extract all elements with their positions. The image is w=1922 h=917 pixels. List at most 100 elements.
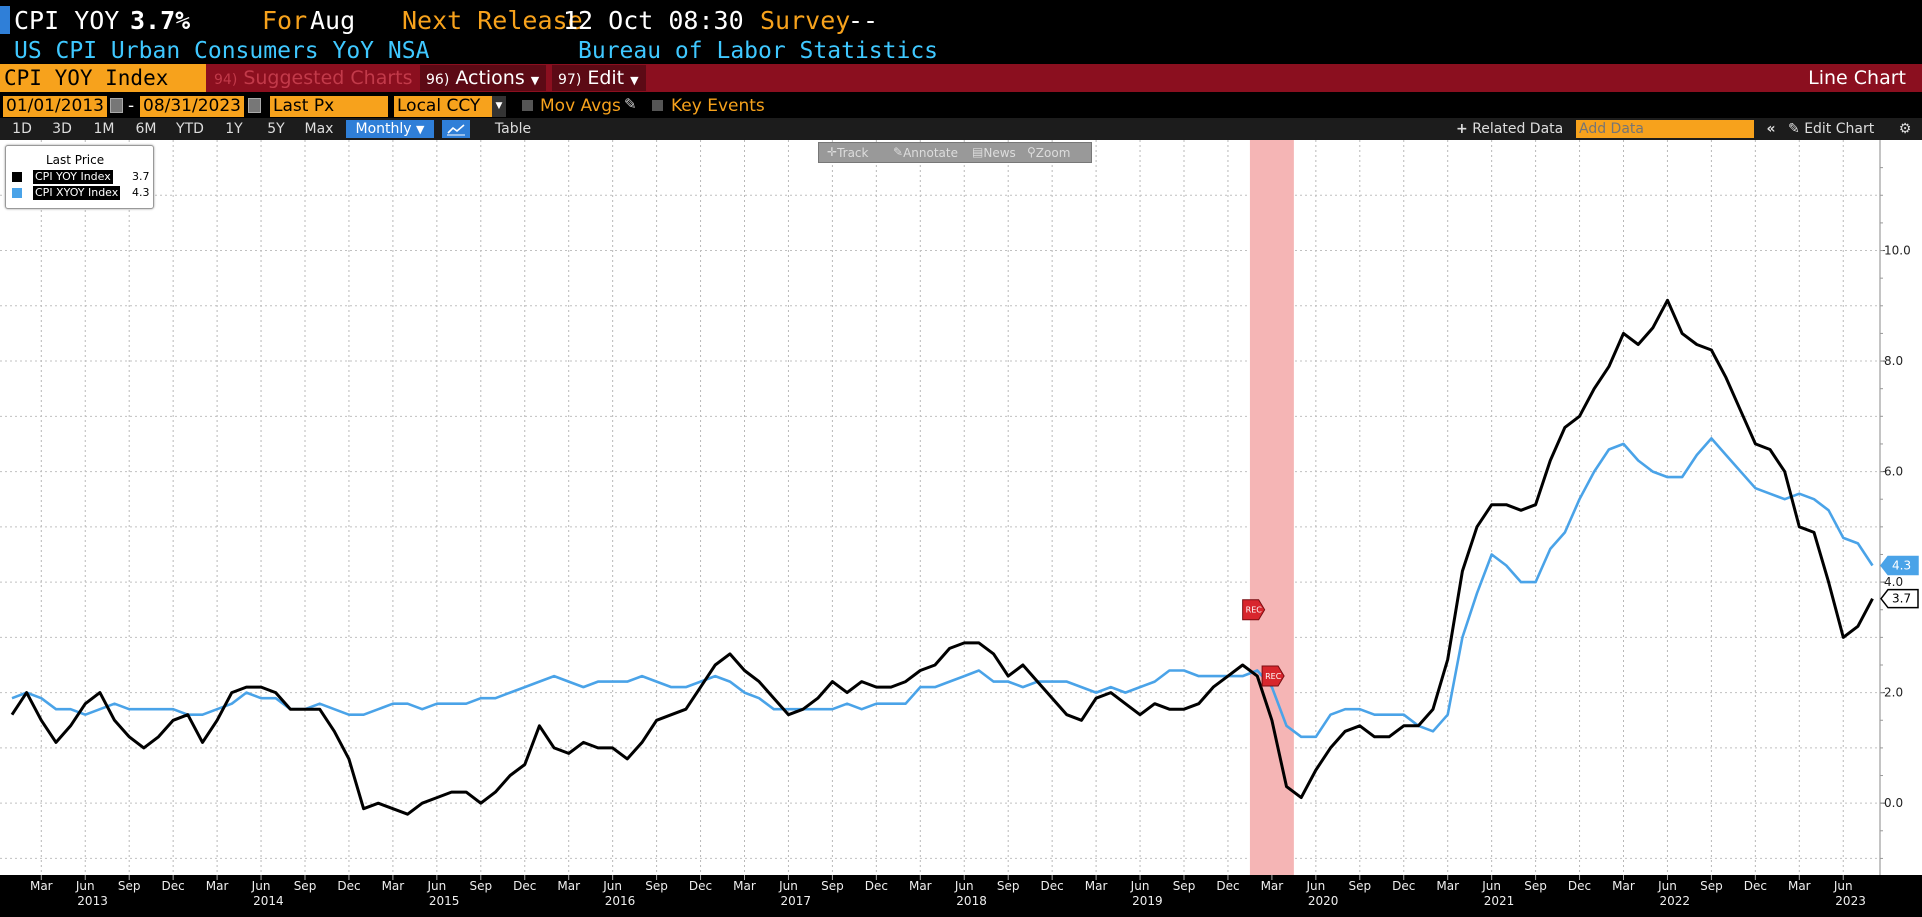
annotate-button[interactable]: ✎ Annotate	[893, 145, 958, 160]
chevron-down-icon: ▼	[530, 74, 540, 87]
table-button[interactable]: Table	[494, 121, 532, 137]
x-year-label: 2023	[1835, 894, 1866, 908]
related-data-button[interactable]: + Related Data	[1456, 120, 1568, 138]
legend-item-cpi-yoy[interactable]: CPI YOY Index 3.7	[12, 170, 152, 184]
x-tick-label: Dec	[162, 879, 185, 893]
suggested-num: 94)	[214, 72, 238, 88]
mov-avgs-label: Mov Avgs	[540, 96, 621, 116]
x-tick-label: Jun	[602, 879, 622, 893]
current-value: 3.7%	[130, 6, 191, 35]
currency-select[interactable]: Local CCY ▼	[394, 96, 506, 117]
x-tick-label: Dec	[865, 879, 888, 893]
frequency-select[interactable]: Monthly ▼	[346, 120, 434, 138]
plot-area[interactable]	[0, 140, 1880, 875]
chevron-down-icon: ▼	[416, 123, 425, 136]
zoom-button[interactable]: ⚲ Zoom	[1027, 145, 1071, 160]
legend-swatch	[12, 172, 22, 182]
add-data-input[interactable]	[1576, 120, 1754, 138]
period-button-1d[interactable]: 1D	[12, 121, 32, 137]
legend-series-value: 4.3	[132, 186, 150, 199]
period-button-3d[interactable]: 3D	[52, 121, 72, 137]
survey-label: Survey	[760, 6, 851, 35]
x-tick-label: Dec	[689, 879, 712, 893]
x-year-label: 2021	[1484, 894, 1515, 908]
x-tick-label: Mar	[1085, 879, 1108, 893]
x-tick-label: Sep	[1348, 879, 1371, 893]
recession-marker-shape	[1242, 599, 1266, 621]
period-button-6m[interactable]: 6M	[135, 121, 157, 137]
period-button-5y[interactable]: 5Y	[267, 121, 285, 137]
end-date-input[interactable]: 08/31/2023	[140, 96, 244, 117]
edit-button[interactable]: 97) Edit ▼	[552, 65, 646, 91]
suggested-charts-button[interactable]: 94) Suggested Charts	[214, 65, 413, 91]
y-tick-label: 6.0	[1884, 465, 1903, 479]
legend-series-value: 3.7	[132, 170, 150, 183]
x-tick-label: Dec	[1216, 879, 1239, 893]
last-value-label: 3.7	[1892, 592, 1911, 606]
next-release-label: Next Release	[402, 6, 583, 35]
recession-marker-label: REC	[1265, 672, 1282, 681]
recession-marker: REC	[1242, 599, 1266, 621]
period-button-max[interactable]: Max	[304, 121, 334, 137]
plus-icon: +	[1456, 121, 1468, 137]
track-button[interactable]: ✛ Track	[827, 145, 869, 160]
edit-chart-label: Edit Chart	[1804, 121, 1875, 137]
suggested-label: Suggested Charts	[243, 67, 413, 89]
line-chart-icon[interactable]	[442, 120, 470, 138]
collapse-icon[interactable]: «	[1766, 121, 1776, 137]
annotate-label: Annotate	[903, 146, 958, 160]
chart-legend[interactable]: Last Price CPI YOY Index 3.7 CPI XYOY In…	[5, 145, 154, 209]
edit-label: Edit	[587, 67, 625, 89]
actions-num: 96)	[426, 72, 450, 88]
command-bar: CPI YOY Index 94) Suggested Charts 96) A…	[0, 64, 1922, 92]
x-year-label: 2016	[605, 894, 636, 908]
for-label: For	[262, 6, 308, 35]
description: US CPI Urban Consumers YoY NSA	[14, 38, 430, 64]
calendar-icon[interactable]	[110, 98, 123, 113]
actions-button[interactable]: 96) Actions ▼	[420, 65, 546, 91]
x-tick-label: Mar	[1261, 879, 1284, 893]
x-year-label: 2017	[781, 894, 812, 908]
legend-item-cpi-xyoy[interactable]: CPI XYOY Index 4.3	[12, 186, 152, 200]
x-tick-label: Mar	[382, 879, 405, 893]
chart-tool-toolbar: ✛ Track ✎ Annotate ▤ News ⚲ Zoom	[818, 142, 1092, 163]
period-button-1y[interactable]: 1Y	[225, 121, 243, 137]
ticker-label: CPI YOY	[14, 6, 120, 35]
x-tick-label: Dec	[1744, 879, 1767, 893]
news-button[interactable]: ▤ News	[972, 145, 1016, 160]
pencil-icon[interactable]: ✎	[624, 95, 637, 113]
calendar-icon[interactable]	[248, 98, 261, 113]
x-tick-label: Jun	[1833, 879, 1853, 893]
recession-band	[1249, 140, 1294, 875]
key-events-checkbox[interactable]	[652, 100, 663, 111]
x-tick-label: Dec	[337, 879, 360, 893]
x-tick-label: Jun	[75, 879, 95, 893]
gear-icon[interactable]: ⚙	[1898, 121, 1912, 137]
chart-type-label: Line Chart	[1808, 67, 1906, 89]
mov-avgs-checkbox[interactable]	[522, 100, 533, 111]
x-year-label: 2014	[253, 894, 284, 908]
edit-num: 97)	[558, 72, 582, 88]
chevron-down-icon: ▼	[630, 74, 639, 87]
survey-value: --	[848, 6, 879, 35]
last-value-tag	[1880, 555, 1919, 576]
series-line-1	[11, 437, 1874, 739]
chart-settings-bar: 01/01/2013 - 08/31/2023 Last Px Local CC…	[0, 94, 1922, 118]
field-select[interactable]: Last Px	[270, 96, 388, 117]
y-tick-label: 4.0	[1884, 575, 1903, 589]
period-button-1m[interactable]: 1M	[93, 121, 115, 137]
pencil-icon: ✎	[1788, 121, 1800, 137]
x-tick-label: Mar	[30, 879, 53, 893]
x-tick-label: Jun	[1657, 879, 1677, 893]
x-tick-label: Mar	[909, 879, 932, 893]
x-year-label: 2020	[1308, 894, 1339, 908]
x-tick-label: Sep	[469, 879, 492, 893]
x-tick-label: Mar	[1436, 879, 1459, 893]
chevron-down-icon: ▼	[492, 96, 506, 117]
y-tick-label: 2.0	[1884, 686, 1903, 700]
edit-chart-button[interactable]: ✎ Edit Chart	[1788, 120, 1894, 138]
start-date-input[interactable]: 01/01/2013	[3, 96, 107, 117]
period-button-ytd[interactable]: YTD	[176, 121, 204, 137]
recession-marker-label: REC	[1246, 606, 1263, 615]
security-field[interactable]: CPI YOY Index	[0, 64, 206, 92]
